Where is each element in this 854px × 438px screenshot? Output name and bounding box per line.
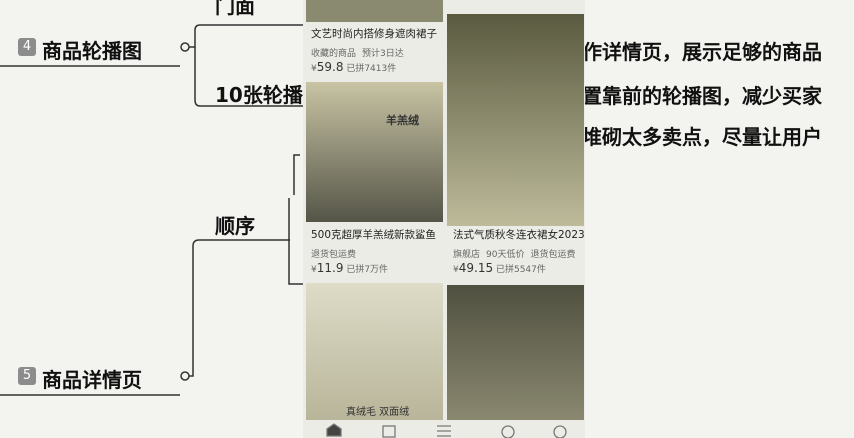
node-label[interactable]: 商品轮播图	[42, 39, 142, 63]
phone: 羊羔绒 真绒毛 双面绒 文艺时尚内搭修身遮肉裙子 收藏的商品 预计3日达 ¥59.…	[303, 0, 585, 438]
currency: ¥	[311, 265, 317, 275]
product-image	[447, 285, 584, 420]
product-image: 羊羔绒	[306, 82, 443, 222]
currency: ¥	[311, 64, 317, 74]
sold: 已拼5547件	[495, 265, 546, 275]
image-text: 羊羔绒	[386, 114, 419, 127]
sold: 已拼7413件	[346, 64, 397, 74]
product-image: 真绒毛 双面绒	[306, 283, 443, 420]
currency: ¥	[453, 265, 459, 275]
sold: 已拼7万件	[346, 265, 389, 275]
tag: 90天低价	[486, 250, 525, 260]
branch-label[interactable]: 顺序	[215, 214, 255, 238]
note: 作详情页，展示足够的商品	[582, 40, 822, 64]
product-card[interactable]: 500克超厚羊羔绒新款鲨鱼 退货包运费 ¥11.9 已拼7万件	[311, 227, 436, 275]
tag: 退货包运费	[530, 250, 576, 260]
product-title: 文艺时尚内搭修身遮肉裙子	[311, 28, 437, 40]
price: 59.8	[316, 60, 344, 74]
nav-icon[interactable]	[382, 425, 396, 438]
nav-icon[interactable]	[326, 423, 342, 437]
note: 堆砌太多卖点，尽量让用户	[582, 125, 822, 149]
bottom-nav	[326, 423, 567, 438]
price: 11.9	[316, 261, 344, 275]
tag: 收藏的商品	[311, 49, 357, 59]
image-text: 真绒毛 双面绒	[346, 407, 410, 418]
nav-icon[interactable]	[553, 425, 567, 438]
product-card[interactable]: 文艺时尚内搭修身遮肉裙子 收藏的商品 预计3日达 ¥59.8 已拼7413件	[311, 26, 437, 74]
branch-label[interactable]: 门面	[215, 0, 255, 18]
product-card[interactable]: 法式气质秋冬连衣裙女2023 旗舰店 90天低价 退货包运费 ¥49.15 已拼55…	[453, 227, 585, 275]
tag: 退货包运费	[311, 250, 357, 260]
node-badge: 5	[18, 367, 36, 385]
tag: 预计3日达	[362, 49, 404, 59]
product-image	[447, 14, 584, 226]
node-badge: 4	[18, 38, 36, 56]
note: 置靠前的轮播图，减少买家	[582, 84, 822, 108]
branch-label[interactable]: 10张轮播	[215, 83, 303, 107]
product-image	[306, 0, 443, 22]
nav-icon[interactable]	[437, 425, 451, 437]
tag: 旗舰店	[453, 250, 481, 260]
node-label[interactable]: 商品详情页	[42, 368, 142, 392]
price: 49.15	[458, 261, 494, 275]
nav-icon[interactable]	[501, 425, 515, 438]
product-title: 500克超厚羊羔绒新款鲨鱼	[311, 229, 437, 241]
product-title: 法式气质秋冬连衣裙女2023	[453, 229, 585, 241]
